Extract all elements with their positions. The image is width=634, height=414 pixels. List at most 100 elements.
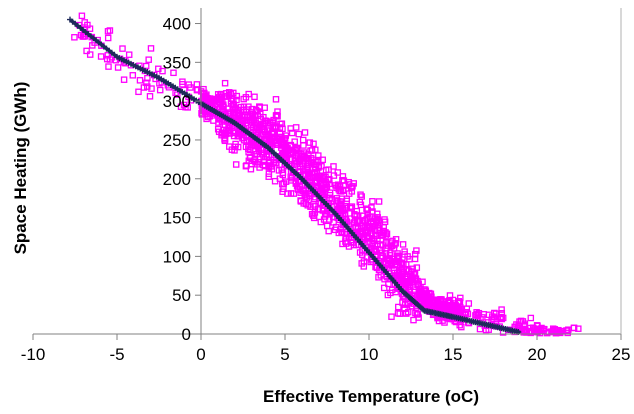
scatter-point xyxy=(283,155,291,162)
scatter-point xyxy=(129,72,137,79)
scatter-point xyxy=(185,81,193,88)
scatter-point xyxy=(210,117,217,124)
scatter-point xyxy=(345,243,353,250)
scatter-point xyxy=(291,138,298,145)
scatter-point xyxy=(227,100,235,107)
scatter-point xyxy=(408,302,415,310)
y-tick-label: 50 xyxy=(172,286,191,305)
scatter-point xyxy=(326,189,334,196)
scatter-point xyxy=(373,263,380,271)
scatter-point xyxy=(271,177,279,185)
scatter-point xyxy=(377,272,385,279)
x-tick-label: -5 xyxy=(109,345,124,364)
scatter-point xyxy=(455,308,462,316)
scatter-point xyxy=(352,241,360,248)
scatter-point xyxy=(391,241,398,248)
scatter-point xyxy=(332,223,340,231)
scatter-point xyxy=(273,111,280,119)
y-tick-label: 100 xyxy=(163,247,191,266)
scatter-point xyxy=(491,309,498,317)
scatter-point xyxy=(382,229,389,236)
scatter-point xyxy=(220,104,227,111)
scatter-point xyxy=(146,93,154,100)
scatter-point xyxy=(348,184,355,191)
scatter-point xyxy=(410,316,417,324)
scatter-point xyxy=(406,288,414,295)
scatter-point xyxy=(292,152,300,159)
scatter-point xyxy=(254,128,262,136)
scatter-point xyxy=(396,310,403,317)
scatter-point xyxy=(320,216,328,223)
scatter-point xyxy=(147,45,155,52)
scatter-point xyxy=(193,86,201,94)
scatter-point xyxy=(264,127,271,134)
scatter-point xyxy=(400,280,408,288)
scatter-point xyxy=(323,222,331,230)
scatter-point xyxy=(394,250,401,257)
scatter-point xyxy=(262,117,270,125)
scatter-point xyxy=(458,323,465,331)
scatter-point xyxy=(343,197,350,205)
scatter-point xyxy=(359,228,366,236)
scatter-point xyxy=(247,165,255,173)
scatter-point xyxy=(310,140,317,148)
scatter-point xyxy=(472,312,479,319)
scatter-point xyxy=(310,212,317,219)
scatter-point xyxy=(363,233,371,240)
scatter-point xyxy=(299,160,306,167)
scatter-point xyxy=(343,204,351,211)
scatter-point xyxy=(252,106,260,114)
scatter-point xyxy=(527,314,535,322)
scatter-point xyxy=(292,124,300,131)
x-tick-label: 25 xyxy=(612,345,631,364)
scatter-point xyxy=(252,158,259,166)
scatter-point xyxy=(221,137,229,145)
scatter-point xyxy=(231,109,238,116)
scatter-point xyxy=(399,299,406,306)
x-tick-label: 15 xyxy=(444,345,463,364)
y-tick-label: 0 xyxy=(182,325,191,344)
scatter-point xyxy=(177,103,185,110)
scatter-point xyxy=(417,295,424,302)
scatter-point xyxy=(315,206,322,213)
scatter-point xyxy=(106,27,114,34)
scatter-point xyxy=(522,326,529,333)
scatter-point xyxy=(144,83,151,90)
scatter-point xyxy=(348,188,356,195)
scatter-point xyxy=(204,97,212,104)
scatter-point xyxy=(391,269,398,277)
scatter-point xyxy=(375,198,383,205)
scatter-point xyxy=(155,65,162,73)
scatter-point xyxy=(401,251,408,258)
scatter-point xyxy=(313,179,321,186)
scatter-point xyxy=(179,81,186,88)
scatter-point xyxy=(267,133,274,140)
scatter-point xyxy=(97,53,105,60)
y-tick-label: 250 xyxy=(163,131,191,150)
scatter-point xyxy=(142,62,150,70)
scatter-point xyxy=(387,249,394,257)
scatter-point xyxy=(243,114,251,121)
scatter-point xyxy=(232,161,240,168)
y-tick-label: 200 xyxy=(163,170,191,189)
scatter-point xyxy=(392,261,399,269)
scatter-point xyxy=(120,76,128,83)
scatter-point xyxy=(104,34,112,42)
scatter-point xyxy=(135,88,142,96)
scatter-point xyxy=(114,64,122,71)
scatter-point xyxy=(260,153,267,161)
scatter-point xyxy=(145,56,152,63)
scatter-point xyxy=(335,186,342,193)
scatter-point xyxy=(367,258,374,266)
scatter-point xyxy=(312,163,319,171)
scatter-point xyxy=(326,175,333,183)
scatter-point xyxy=(330,172,338,179)
scatter-point xyxy=(420,291,428,298)
scatter-point xyxy=(397,274,405,281)
scatter-point xyxy=(365,214,372,221)
scatter-point xyxy=(575,325,582,332)
scatter-point xyxy=(399,241,407,248)
scatter-point xyxy=(104,28,112,35)
